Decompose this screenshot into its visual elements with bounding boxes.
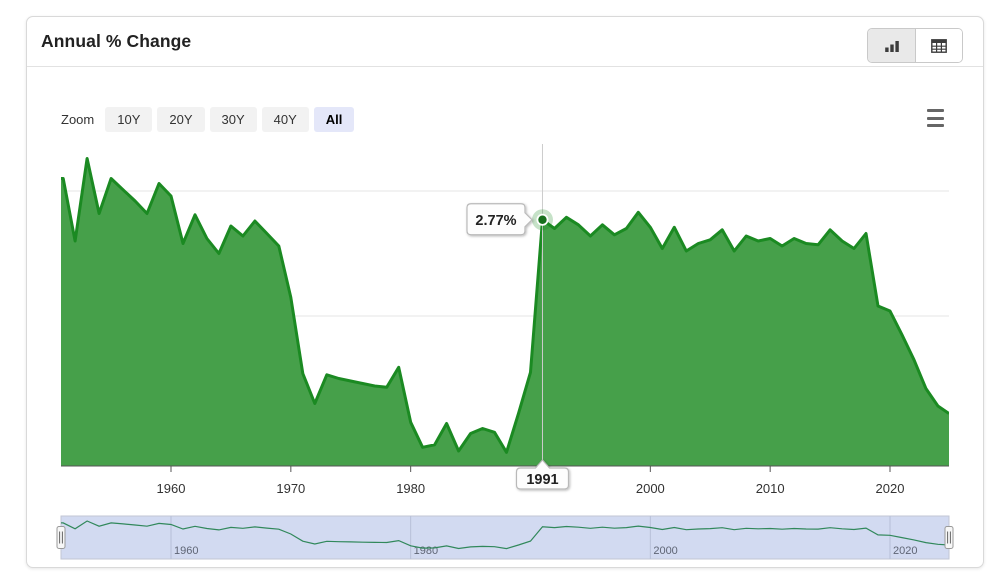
navigator-right-handle[interactable] — [944, 526, 954, 549]
zoom-button-10y[interactable]: 10Y — [105, 107, 153, 132]
hamburger-menu-icon[interactable] — [927, 109, 947, 127]
zoom-button-20y[interactable]: 20Y — [157, 107, 205, 132]
chart-card: Annual % Change — [26, 16, 984, 568]
zoom-button-all[interactable]: All — [313, 107, 355, 132]
x-axis-label: 2020 — [876, 481, 905, 496]
zoom-button-30y[interactable]: 30Y — [209, 107, 257, 132]
navigator: 1960 1980 2000 2020 — [60, 515, 950, 560]
zoom-toolbar: Zoom 10Y 20Y 30Y 40Y All — [61, 107, 355, 132]
selected-point-marker[interactable] — [531, 209, 553, 231]
bar-chart-icon — [884, 40, 899, 52]
main-chart: 1960 1970 1980 2000 2010 2020 2.77% 1991 1960… — [56, 144, 954, 560]
navigator-left-handle[interactable] — [56, 526, 66, 549]
table-view-button[interactable] — [915, 29, 962, 62]
x-axis-label: 1970 — [276, 481, 305, 496]
area-series-fill[interactable] — [61, 158, 949, 467]
x-axis-tooltip-year: 1991 — [526, 472, 558, 488]
tooltip-value: 2.77% — [475, 213, 516, 229]
page-title: Annual % Change — [41, 31, 192, 51]
view-toggle — [867, 28, 963, 63]
chart-view-button[interactable] — [868, 29, 915, 62]
card-header: Annual % Change — [27, 17, 983, 67]
x-axis-label: 1960 — [157, 481, 186, 496]
tooltip: 2.77% — [466, 203, 533, 236]
zoom-button-40y[interactable]: 40Y — [261, 107, 309, 132]
x-axis-label: 2010 — [756, 481, 785, 496]
navigator-mask[interactable] — [60, 515, 950, 560]
x-axis: 1960 1970 1980 2000 2010 2020 — [61, 465, 949, 496]
table-icon — [931, 38, 947, 53]
x-axis-label: 2000 — [636, 481, 665, 496]
zoom-label: Zoom — [61, 112, 95, 127]
x-axis-label: 1980 — [396, 481, 425, 496]
tooltip-box — [466, 203, 533, 236]
